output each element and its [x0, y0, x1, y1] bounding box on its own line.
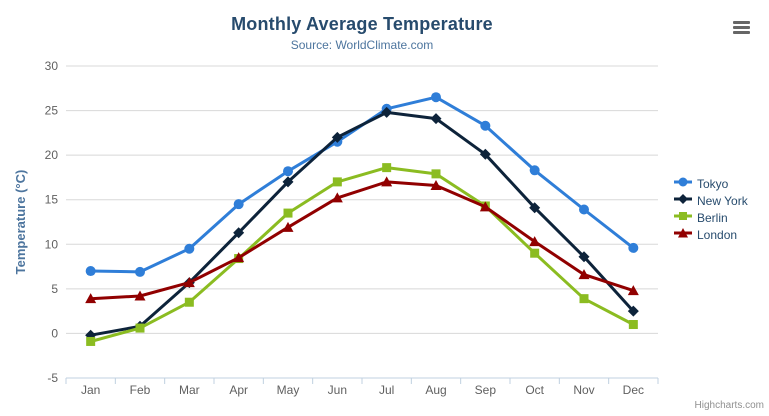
export-menu-button[interactable]: [733, 21, 750, 34]
x-axis-label: Jun: [328, 383, 347, 397]
series-berlin-point[interactable]: [332, 177, 342, 187]
series-tokyo-point[interactable]: [85, 266, 96, 277]
x-axis-label: Jan: [81, 383, 100, 397]
series-london-point[interactable]: [85, 293, 97, 304]
series-london-point[interactable]: [529, 236, 541, 247]
x-axis-label: Aug: [425, 383, 446, 397]
x-axis-label: Mar: [179, 383, 200, 397]
series-new-york-line: [89, 110, 635, 337]
series-berlin-point[interactable]: [530, 248, 540, 258]
x-axis-label: Apr: [229, 383, 248, 397]
legend-item-new-york[interactable]: New York: [674, 192, 748, 209]
series-berlin-point[interactable]: [184, 297, 194, 307]
credits-link[interactable]: Highcharts.com: [694, 400, 764, 411]
series-tokyo-point[interactable]: [135, 266, 145, 277]
series-new-york-point[interactable]: [578, 251, 590, 263]
legend-item-london[interactable]: London: [674, 226, 748, 243]
series-london-point[interactable]: [627, 285, 639, 296]
chart-title: Monthly Average Temperature: [231, 14, 493, 34]
series-new-york-point[interactable]: [430, 113, 442, 125]
series-london-point[interactable]: [381, 176, 393, 187]
series-tokyo-point[interactable]: [628, 242, 639, 253]
y-axis-label: -5: [47, 371, 58, 385]
series-new-york-point[interactable]: [479, 148, 491, 160]
series-berlin-point[interactable]: [579, 294, 589, 304]
series-new-york-point[interactable]: [627, 305, 639, 317]
y-axis-label: 10: [45, 237, 59, 251]
series-tokyo-point[interactable]: [233, 199, 244, 210]
x-axis-label: May: [277, 383, 300, 397]
series-berlin-point[interactable]: [135, 323, 145, 333]
legend-item-berlin[interactable]: Berlin: [674, 209, 748, 226]
legend-label: Berlin: [697, 210, 728, 225]
series-london-point[interactable]: [282, 221, 294, 232]
circle-marker-icon: [674, 176, 692, 191]
series-tokyo-point[interactable]: [431, 92, 441, 103]
y-axis-label: 25: [45, 104, 59, 118]
series-new-york-point[interactable]: [282, 176, 294, 188]
chart-subtitle: Source: WorldClimate.com: [290, 38, 434, 52]
legend: Tokyo New York Berlin London: [674, 175, 748, 243]
series-tokyo-point[interactable]: [529, 165, 540, 176]
series-tokyo-point[interactable]: [283, 166, 293, 177]
series-new-york-point[interactable]: [381, 106, 393, 118]
series-london-point[interactable]: [183, 277, 195, 288]
y-axis-label: 15: [45, 193, 59, 207]
diamond-marker-icon: [674, 193, 692, 208]
legend-item-tokyo[interactable]: Tokyo: [674, 175, 748, 192]
series-london-point[interactable]: [233, 252, 245, 263]
series-tokyo-point[interactable]: [480, 120, 491, 131]
x-axis-label: Nov: [573, 383, 594, 397]
y-axis-label: 0: [51, 326, 58, 340]
x-axis-label: Feb: [130, 383, 151, 397]
legend-label: London: [697, 227, 738, 242]
y-axis-label: 30: [45, 59, 59, 73]
series-berlin-line: [89, 166, 635, 343]
y-axis-label: 20: [45, 148, 59, 162]
legend-label: Tokyo: [697, 176, 729, 191]
series-tokyo-point[interactable]: [579, 204, 589, 215]
square-marker-icon: [674, 210, 692, 225]
legend-label: New York: [697, 193, 748, 208]
y-axis-title: Temperature (°C): [13, 170, 28, 275]
x-axis-label: Sep: [475, 383, 497, 397]
series-berlin-point[interactable]: [431, 169, 441, 179]
series-tokyo-point[interactable]: [184, 243, 195, 254]
series-new-york-point[interactable]: [331, 131, 343, 143]
series-london-point[interactable]: [134, 290, 146, 301]
hamburger-menu-icon: [733, 21, 750, 24]
triangle-marker-icon: [674, 227, 692, 242]
series-new-york-point[interactable]: [529, 202, 541, 214]
series-berlin-point[interactable]: [628, 320, 638, 330]
x-axis-label: Dec: [623, 383, 644, 397]
series-london-point[interactable]: [430, 179, 442, 190]
series-berlin-point[interactable]: [86, 336, 96, 346]
x-axis-label: Oct: [525, 383, 544, 397]
y-axis-label: 5: [51, 282, 58, 296]
series-new-york-point[interactable]: [233, 227, 245, 239]
series-london-point[interactable]: [479, 201, 491, 212]
series-berlin-point[interactable]: [382, 163, 392, 173]
series-berlin-point[interactable]: [283, 208, 293, 218]
series-london-line: [89, 180, 635, 301]
series-london-point[interactable]: [578, 269, 590, 280]
x-axis-label: Jul: [379, 383, 394, 397]
series-london-point[interactable]: [331, 192, 343, 203]
